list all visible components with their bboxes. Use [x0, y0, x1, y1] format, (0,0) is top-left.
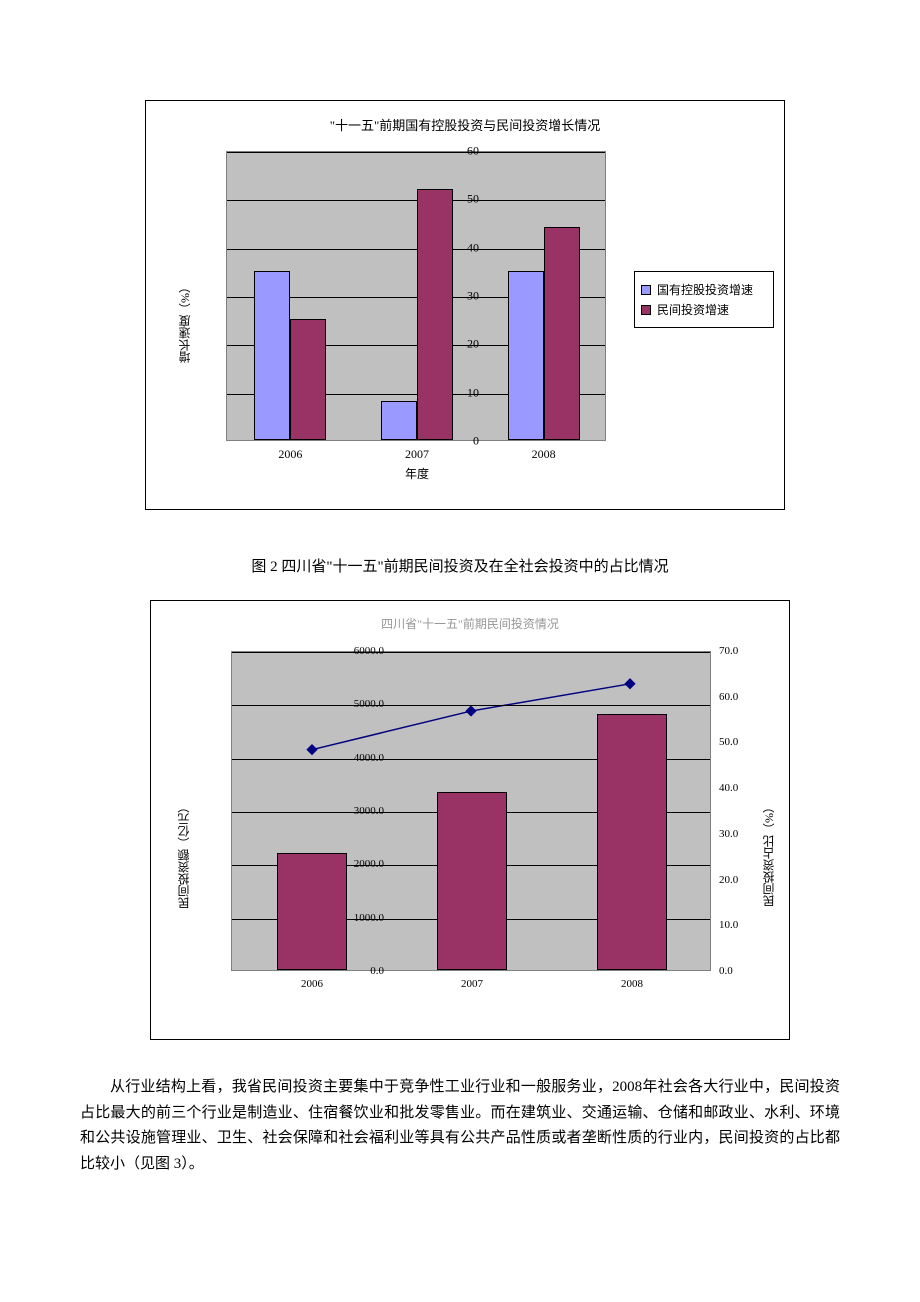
- chart-2-ytick-right: 50.0: [719, 736, 738, 748]
- chart-2-plot-area: 200620072008: [231, 651, 711, 971]
- chart-1-ytick: 40: [467, 240, 479, 255]
- chart-1-legend: 国有控股投资增速民间投资增速: [634, 271, 774, 328]
- chart-2-ytick-right: 20.0: [719, 874, 738, 886]
- legend-swatch: [641, 285, 651, 295]
- figure-2-caption: 图 2 四川省"十一五"前期民间投资及在全社会投资中的占比情况: [140, 555, 780, 576]
- chart-1-plot-area: 年度 200620072008: [226, 151, 606, 441]
- chart-2-title: 四川省"十一五"前期民间投资情况: [151, 601, 789, 632]
- chart-2-ytick-left: 5000.0: [354, 698, 384, 710]
- chart-2-ytick-right: 0.0: [719, 965, 733, 977]
- chart-2-ytick-right: 40.0: [719, 782, 738, 794]
- chart-1-ytick: 60: [467, 144, 479, 159]
- chart-2-ytick-left: 6000.0: [354, 645, 384, 657]
- chart-1-bar: [381, 401, 417, 440]
- chart-1-ytick: 10: [467, 385, 479, 400]
- chart-2-xtick: 2007: [442, 978, 502, 990]
- chart-1-ylabel: 增长速度（%）: [176, 281, 193, 363]
- chart-2-marker: [306, 744, 317, 755]
- chart-2-ytick-right: 70.0: [719, 645, 738, 657]
- body-paragraph-text: 从行业结构上看，我省民间投资主要集中于竞争性工业行业和一般服务业，2008年社会…: [80, 1075, 840, 1177]
- chart-1-ytick: 50: [467, 192, 479, 207]
- chart-2-ytick-right: 30.0: [719, 828, 738, 840]
- chart-1-xlabel: 年度: [227, 465, 607, 482]
- chart-2-marker: [624, 678, 635, 689]
- chart-1-ytick: 30: [467, 289, 479, 304]
- chart-2-ytick-left: 4000.0: [354, 752, 384, 764]
- chart-2-container: 四川省"十一五"前期民间投资情况 民间投资额（亿元） 民间投资占比（%） 200…: [150, 600, 790, 1040]
- chart-2-marker: [465, 705, 476, 716]
- chart-1-xtick: 2008: [514, 447, 574, 462]
- chart-1-xtick: 2006: [260, 447, 320, 462]
- body-paragraph: 从行业结构上看，我省民间投资主要集中于竞争性工业行业和一般服务业，2008年社会…: [80, 1075, 840, 1177]
- chart-1-bar: [254, 271, 290, 440]
- chart-2-bar: [597, 714, 667, 970]
- chart-2-ytick-right: 60.0: [719, 691, 738, 703]
- chart-2-ytick-right: 10.0: [719, 919, 738, 931]
- legend-label: 民间投资增速: [657, 301, 729, 318]
- chart-1-container: "十一五"前期国有控股投资与民间投资增长情况 增长速度（%） 年度 200620…: [145, 100, 785, 510]
- chart-1-bar: [544, 227, 580, 440]
- chart-1-xtick: 2007: [387, 447, 447, 462]
- legend-swatch: [641, 305, 651, 315]
- chart-2-ytick-left: 3000.0: [354, 805, 384, 817]
- chart-1-title: "十一五"前期国有控股投资与民间投资增长情况: [146, 101, 784, 134]
- chart-2-ytick-left: 2000.0: [354, 858, 384, 870]
- chart-2-ytick-left: 0.0: [370, 965, 384, 977]
- legend-row: 民间投资增速: [641, 301, 767, 318]
- chart-1-ytick: 0: [473, 434, 479, 449]
- chart-1-bar: [508, 271, 544, 440]
- chart-2-ytick-left: 1000.0: [354, 912, 384, 924]
- legend-label: 国有控股投资增速: [657, 281, 753, 298]
- legend-row: 国有控股投资增速: [641, 281, 767, 298]
- chart-2-xtick: 2006: [282, 978, 342, 990]
- chart-2-xtick: 2008: [602, 978, 662, 990]
- chart-1-ytick: 20: [467, 337, 479, 352]
- chart-2-bar: [277, 853, 347, 970]
- chart-1-bar: [290, 319, 326, 440]
- chart-1-bar: [417, 189, 453, 440]
- chart-2-ylabel-left: 民间投资额（亿元）: [175, 801, 192, 909]
- chart-2-line: [312, 684, 630, 750]
- chart-2-bar: [437, 792, 507, 970]
- chart-2-ylabel-right: 民间投资占比（%）: [760, 801, 777, 907]
